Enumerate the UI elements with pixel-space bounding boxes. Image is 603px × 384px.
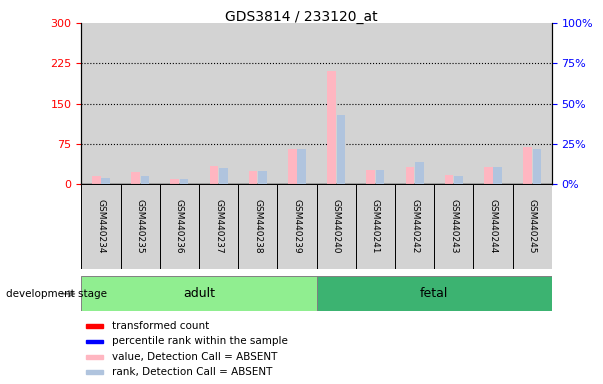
Bar xyxy=(434,23,473,184)
Bar xyxy=(523,147,532,184)
Bar xyxy=(317,276,552,311)
Bar xyxy=(336,115,345,184)
Bar xyxy=(86,324,103,328)
Bar xyxy=(277,23,317,184)
Bar xyxy=(86,370,103,374)
Bar xyxy=(92,176,101,184)
Bar xyxy=(415,162,423,184)
Bar xyxy=(199,23,238,184)
Bar xyxy=(171,179,179,184)
Text: transformed count: transformed count xyxy=(112,321,209,331)
Bar xyxy=(249,171,257,184)
Bar xyxy=(121,23,160,184)
Text: GSM440237: GSM440237 xyxy=(214,199,223,254)
Text: rank, Detection Call = ABSENT: rank, Detection Call = ABSENT xyxy=(112,367,273,377)
Bar xyxy=(81,23,121,184)
Bar xyxy=(81,276,317,311)
Bar xyxy=(81,184,121,269)
Bar xyxy=(219,168,227,184)
Bar xyxy=(140,176,149,184)
Text: GSM440235: GSM440235 xyxy=(136,199,145,254)
Text: adult: adult xyxy=(183,287,215,300)
Bar xyxy=(327,71,336,184)
Bar xyxy=(367,170,375,184)
Bar xyxy=(513,184,552,269)
Bar xyxy=(395,23,434,184)
Text: GSM440239: GSM440239 xyxy=(292,199,302,254)
Bar xyxy=(356,184,395,269)
Bar xyxy=(473,23,513,184)
Text: development stage: development stage xyxy=(6,289,107,299)
Bar xyxy=(297,149,306,184)
Text: percentile rank within the sample: percentile rank within the sample xyxy=(112,336,288,346)
Text: fetal: fetal xyxy=(420,287,449,300)
Bar xyxy=(86,339,103,343)
Bar xyxy=(317,184,356,269)
Bar xyxy=(131,172,140,184)
Text: GSM440238: GSM440238 xyxy=(253,199,262,254)
Text: GSM440244: GSM440244 xyxy=(488,199,497,254)
Text: GSM440240: GSM440240 xyxy=(332,199,341,254)
Bar xyxy=(258,171,267,184)
Bar xyxy=(395,184,434,269)
Bar xyxy=(210,166,218,184)
Text: GDS3814 / 233120_at: GDS3814 / 233120_at xyxy=(225,10,378,23)
Bar xyxy=(513,23,552,184)
Bar xyxy=(199,184,238,269)
Bar xyxy=(473,184,513,269)
Text: GSM440236: GSM440236 xyxy=(175,199,184,254)
Bar xyxy=(121,184,160,269)
Bar xyxy=(454,176,463,184)
Text: GSM440242: GSM440242 xyxy=(410,199,419,254)
Text: GSM440245: GSM440245 xyxy=(528,199,537,254)
Bar xyxy=(406,167,414,184)
Bar xyxy=(493,167,502,184)
Bar xyxy=(160,184,199,269)
Bar xyxy=(101,178,110,184)
Bar xyxy=(532,149,541,184)
Bar xyxy=(484,167,493,184)
Bar xyxy=(277,184,317,269)
Bar xyxy=(160,23,199,184)
Text: GSM440243: GSM440243 xyxy=(449,199,458,254)
Bar xyxy=(86,355,103,359)
Text: GSM440241: GSM440241 xyxy=(371,199,380,254)
Bar xyxy=(317,23,356,184)
Bar xyxy=(434,184,473,269)
Text: GSM440234: GSM440234 xyxy=(96,199,106,254)
Bar xyxy=(288,149,297,184)
Bar xyxy=(238,184,277,269)
Bar xyxy=(445,175,453,184)
Bar xyxy=(356,23,395,184)
Bar xyxy=(180,179,188,184)
Bar xyxy=(376,170,384,184)
Bar xyxy=(238,23,277,184)
Text: value, Detection Call = ABSENT: value, Detection Call = ABSENT xyxy=(112,352,277,362)
